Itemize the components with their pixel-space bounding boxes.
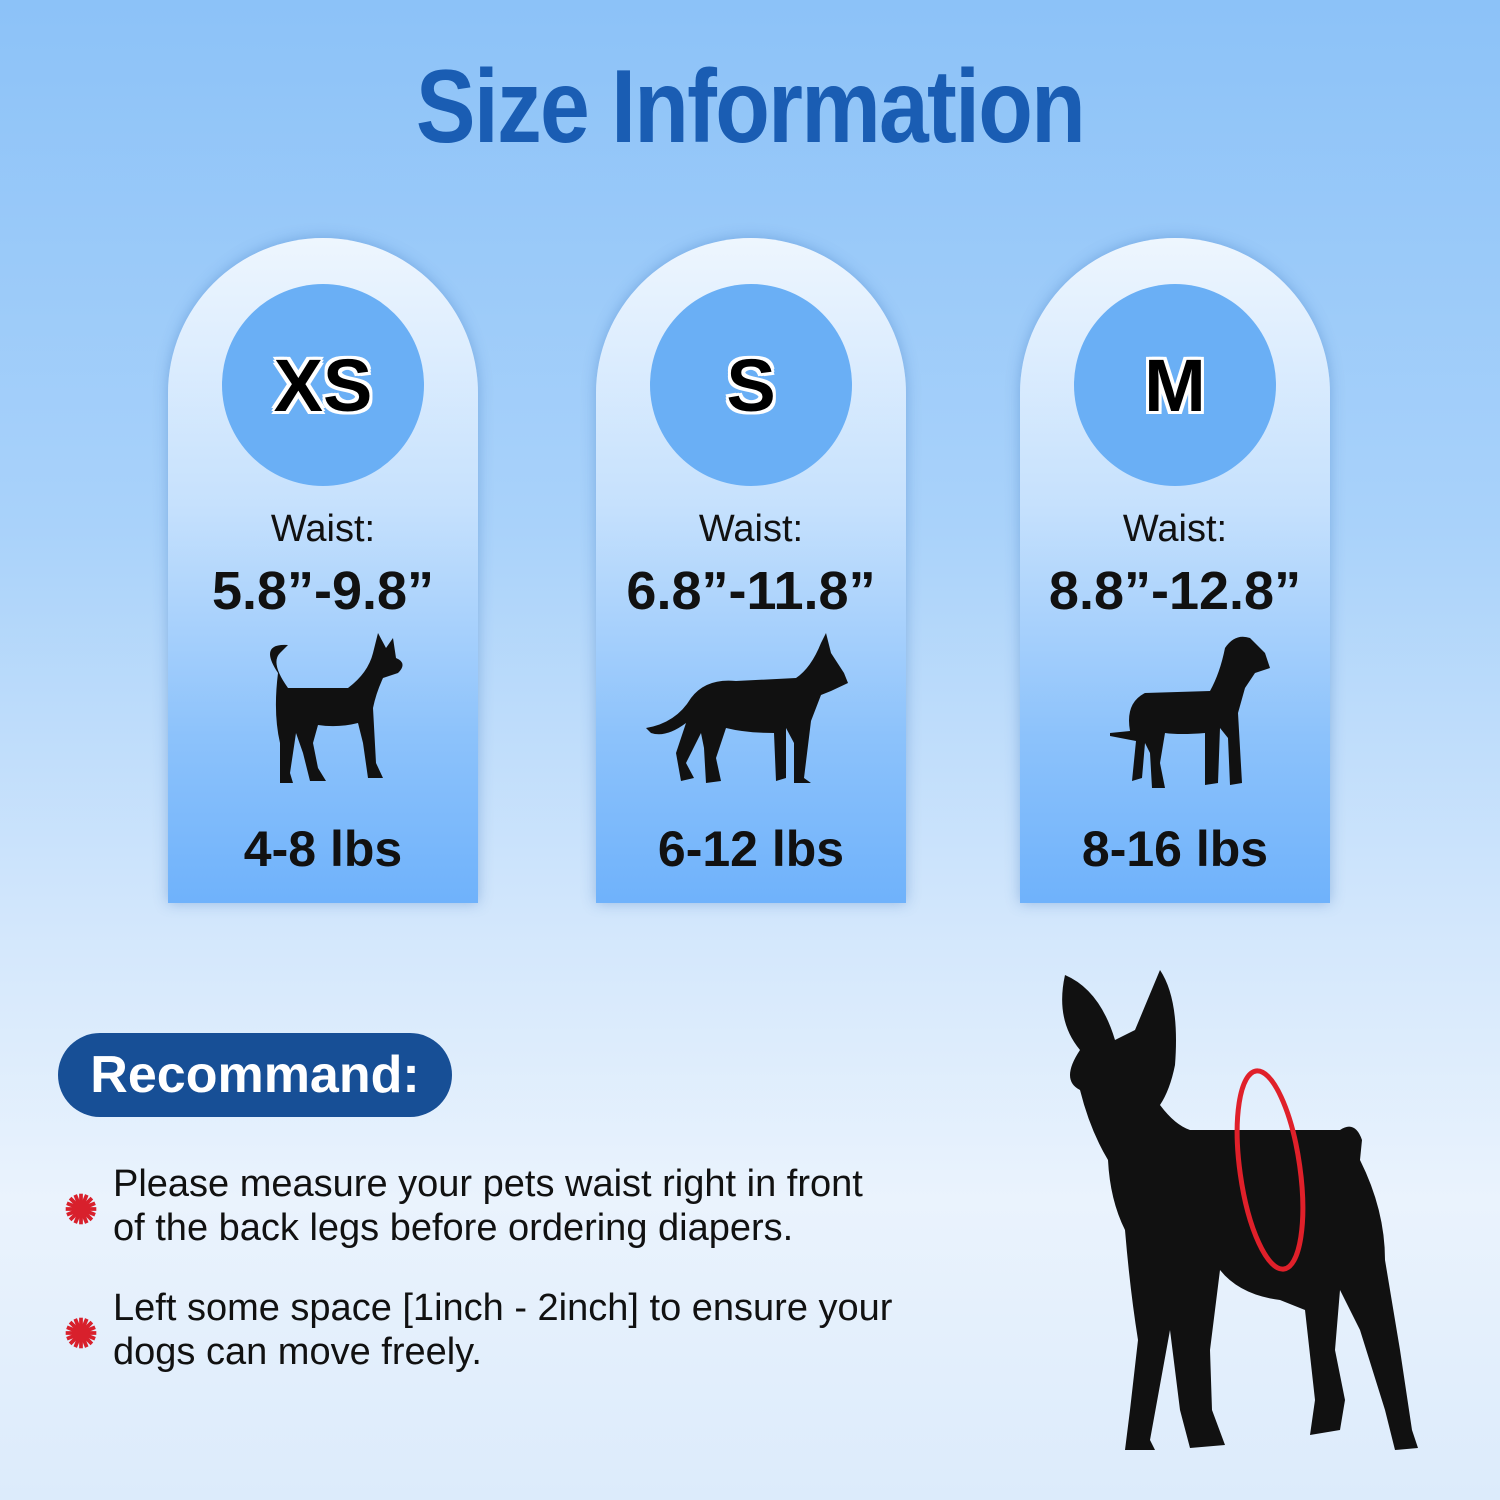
waist-range: 6.8”-11.8” <box>626 561 876 621</box>
dog-silhouette <box>1062 970 1418 1450</box>
size-badge: S <box>650 284 852 486</box>
red-flower-bullet-icon <box>65 1193 97 1225</box>
size-label: M <box>1144 343 1206 427</box>
tip-line: Please measure your pets waist right in … <box>113 1163 863 1205</box>
waist-ring <box>1234 1068 1306 1272</box>
tip-line: of the back legs before ordering diapers… <box>113 1207 794 1249</box>
tip-line: Left some space [1inch - 2inch] to ensur… <box>113 1287 893 1329</box>
weight-range: 4-8 lbs <box>243 821 403 877</box>
waist-label: Waist: <box>270 508 376 550</box>
recommend-heading: Recommand: <box>58 1033 452 1117</box>
size-badge: M <box>1074 284 1276 486</box>
waist-range: 8.8”-12.8” <box>1048 561 1302 621</box>
size-badge: XS <box>222 284 424 486</box>
waist-label: Waist: <box>698 508 804 550</box>
chihuahua-silhouette-icon <box>270 633 403 783</box>
waist-range: 5.8”-9.8” <box>211 561 435 621</box>
red-flower-bullet-icon <box>65 1317 97 1349</box>
tip-line: dogs can move freely. <box>113 1331 482 1373</box>
size-card-xs: XS Waist: 5.8”-9.8” 4-8 lbs <box>168 238 478 903</box>
waist-label: Waist: <box>1122 508 1228 550</box>
size-label: S <box>726 343 776 427</box>
weight-range: 8-16 lbs <box>1081 821 1269 877</box>
size-card-s: S Waist: 6.8”-11.8” 6-12 lbs <box>596 238 906 903</box>
size-card-m: M Waist: 8.8”-12.8” 8-16 lbs <box>1020 238 1330 903</box>
tip-leave-space: Left some space [1inch - 2inch] to ensur… <box>113 1286 993 1374</box>
page-title: Size Information <box>415 49 1086 165</box>
dog-waist-measurement-illustration <box>1062 970 1418 1450</box>
size-label: XS <box>273 343 373 427</box>
great-dane-silhouette-icon <box>1110 636 1270 788</box>
weight-range: 6-12 lbs <box>657 821 845 877</box>
shepherd-silhouette-icon <box>646 633 848 783</box>
tip-measure-waist: Please measure your pets waist right in … <box>113 1162 993 1250</box>
